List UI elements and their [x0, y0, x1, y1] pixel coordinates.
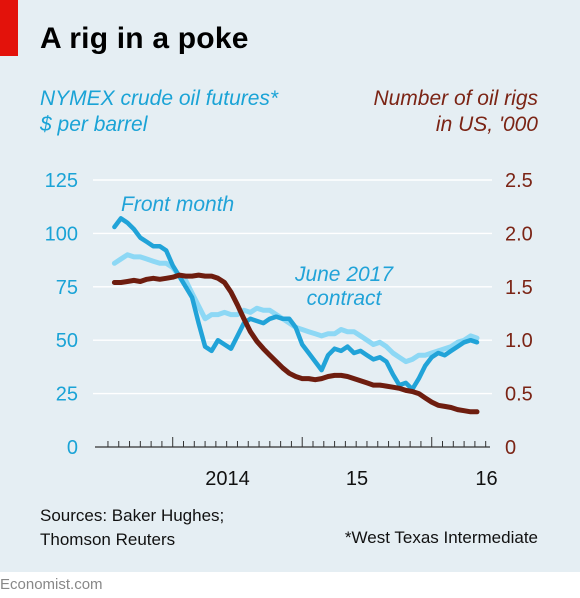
right-tick-label: 0.5	[505, 384, 533, 406]
left-tick-label: 0	[67, 437, 78, 459]
oil-rigs-line	[111, 272, 480, 415]
right-tick-label: 1.5	[505, 277, 533, 299]
x-tick-label: 2014	[205, 468, 250, 490]
left-tick-label: 25	[56, 384, 78, 406]
chart-panel	[0, 0, 580, 572]
chart-title: A rig in a poke	[40, 22, 249, 55]
left-tick-label: 50	[56, 330, 78, 352]
x-tick-label: 16	[475, 468, 497, 490]
right-tick-label: 2.5	[505, 170, 533, 192]
left-tick-label: 125	[45, 170, 78, 192]
accent-tag	[0, 0, 18, 56]
left-axis-label: NYMEX crude oil futures* $ per barrel	[40, 87, 279, 136]
right-axis-label: Number of oil rigs in US, '000	[373, 87, 538, 136]
source-note: Sources: Baker Hughes; Thomson Reuters	[40, 506, 225, 549]
front-month-line	[112, 216, 480, 392]
right-tick-label: 1.0	[505, 330, 533, 352]
x-tick-label: 15	[346, 468, 368, 490]
left-tick-label: 75	[56, 277, 78, 299]
june-2017-annotation: June 2017 contract	[294, 263, 394, 310]
right-tick-label: 0	[505, 437, 516, 459]
left-tick-label: 100	[45, 223, 78, 245]
front-month-annotation: Front month	[121, 193, 234, 216]
right-tick-label: 2.0	[505, 223, 533, 245]
footnote: *West Texas Intermediate	[344, 528, 538, 547]
brand-text: Economist.com	[0, 576, 103, 593]
oil-chart: 0 0 25 0.5 50 1.0 75 1.5 100 2.0 125 2.5 2014 15 16 Fro…	[45, 170, 533, 490]
